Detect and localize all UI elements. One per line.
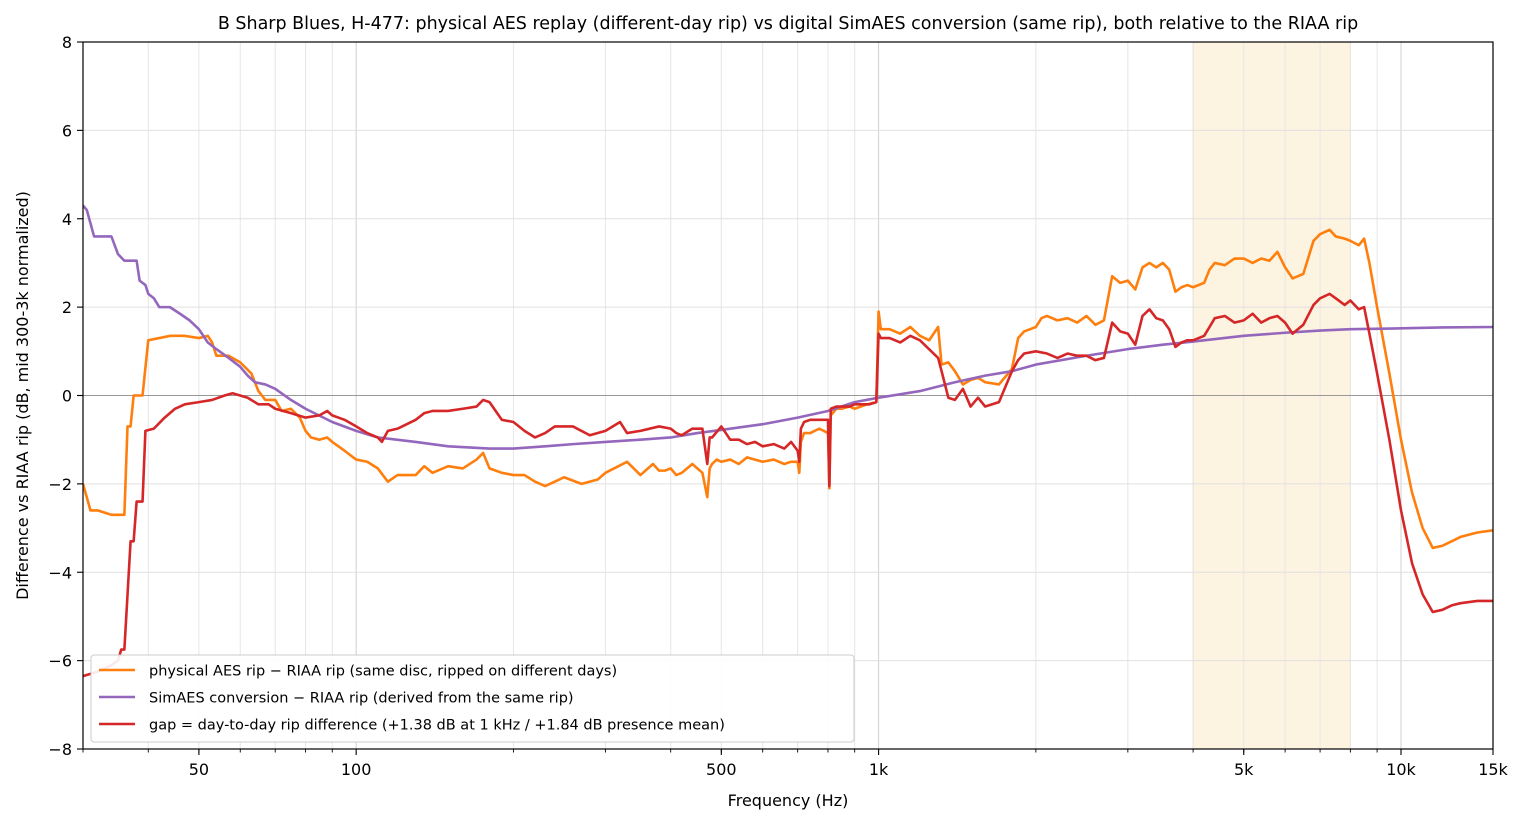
legend-label-2: SimAES conversion − RIAA rip (derived fr…: [149, 691, 574, 707]
grid-layer: [82, 41, 1493, 750]
series-line-3: [83, 292, 1493, 678]
legend-label-1: physical AES rip − RIAA rip (same disc, …: [149, 664, 617, 680]
y-axis-title: Difference vs RIAA rip (dB, mid 300-3k n…: [13, 191, 32, 600]
y-tick-label: 6: [62, 121, 72, 140]
legend: physical AES rip − RIAA rip (same disc, …: [90, 654, 855, 743]
y-tick-label: 8: [62, 33, 72, 52]
y-tick-label: −4: [48, 563, 72, 582]
x-tick-label: 100: [341, 760, 372, 779]
chart-title: B Sharp Blues, H-477: physical AES repla…: [218, 14, 1358, 34]
x-tick-label: 50: [189, 760, 209, 779]
y-tick-label: −2: [48, 475, 72, 494]
legend-box: [90, 654, 855, 743]
x-axis-title: Frequency (Hz): [728, 791, 849, 810]
x-tick-label: 10k: [1386, 760, 1416, 779]
y-tick-label: 4: [62, 210, 72, 229]
x-tick-label: 15k: [1478, 760, 1508, 779]
legend-label-3: gap = day-to-day rip difference (+1.38 d…: [149, 718, 725, 734]
y-tick-label: −6: [48, 652, 72, 671]
x-tick-label: 5k: [1234, 760, 1254, 779]
y-tick-label: 2: [62, 298, 72, 317]
y-tick-label: −8: [48, 740, 72, 759]
series-layer: [83, 204, 1493, 678]
tick-layer: 50 100 500 1k 5k 10k 15k −8 −6 −4 −2 0 2 4 6 8: [48, 33, 1508, 779]
x-tick-label: 500: [706, 760, 737, 779]
y-tick-label: 0: [62, 387, 72, 406]
x-tick-label: 1k: [869, 760, 889, 779]
series-line-2: [83, 204, 1493, 450]
